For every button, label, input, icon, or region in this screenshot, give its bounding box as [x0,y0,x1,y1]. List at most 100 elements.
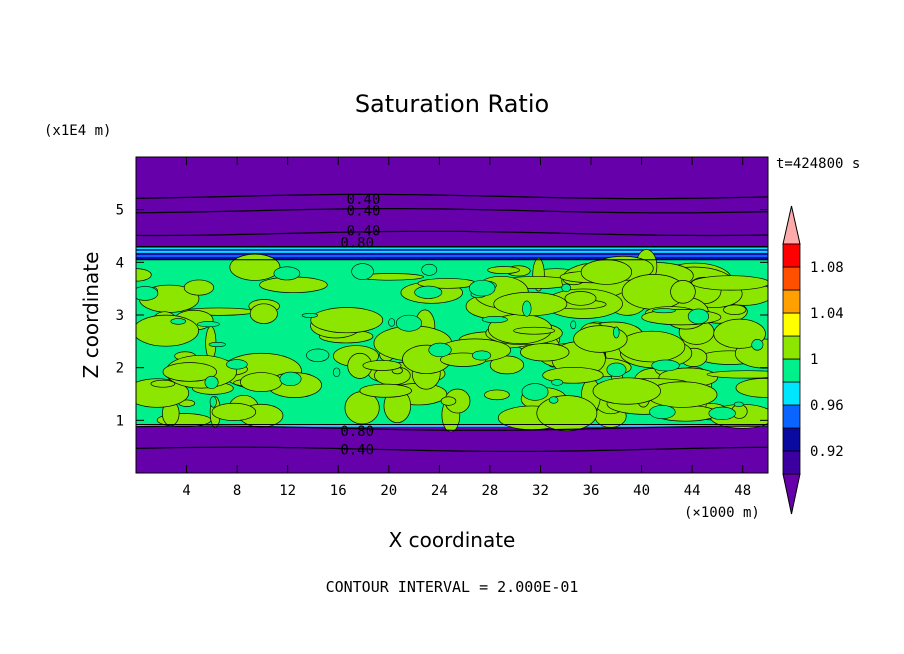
region-patch [670,280,696,304]
region-band [136,250,768,253]
region-patch [414,285,443,299]
region-patch [136,314,199,347]
colorbar-arrow-high [782,205,801,245]
region-patch [706,370,768,379]
colorbar-segment [782,243,801,268]
region-patch [211,402,257,421]
region-patch [613,326,620,339]
region-patch [310,307,384,334]
region-patch [652,308,676,314]
region-patch [388,318,396,327]
contour-line [136,446,768,452]
region-patch [481,315,508,324]
region-patch [440,396,457,406]
region-patch [306,348,330,362]
colorbar-tick-label: 1.04 [810,306,844,322]
region-patch [226,359,248,370]
contour-line [136,193,768,200]
region-patch [580,259,633,285]
x-axis-label: X coordinate [389,528,516,552]
y-unit-label: (x1E4 m) [44,123,111,139]
colorbar-tick-label: 1.08 [810,260,844,276]
region-patch [301,313,319,318]
region-patch [691,275,768,291]
region-patch [136,378,190,408]
region-patch [204,375,219,389]
region-patch [162,362,217,382]
contour-label: 0.40 [347,192,381,208]
region-patch [536,395,598,432]
region-patch [395,314,423,332]
colorbar-tick-label: 1 [810,352,818,368]
colorbar-segment [782,358,801,383]
region-patch [170,318,187,325]
x-tick-label: 28 [481,483,498,499]
region-patch [332,367,341,378]
region-patch [136,286,159,301]
y-tick-label: 5 [116,203,124,219]
contour-label: 0.40 [340,442,374,458]
region-patch [606,362,627,377]
contour-label: 0.40 [347,224,381,240]
region-patch [708,406,736,421]
colorbar-arrow-low [782,473,801,515]
region-patch [592,377,661,405]
region-patch [618,330,686,363]
colorbar-segment [782,312,801,337]
x-unit-label: (×1000 m) [684,505,760,521]
y-axis-label: Z coordinate [79,252,103,379]
region-patch [522,300,532,317]
region-patch [150,379,176,388]
x-tick-label: 8 [233,483,241,499]
region-patch [651,359,680,372]
x-tick-label: 20 [380,483,397,499]
region-patch [468,279,496,297]
region-patch [229,253,281,281]
x-tick-label: 12 [279,483,296,499]
contour-line [136,425,768,431]
colorbar-segment [782,335,801,360]
contour-label: 0.80 [340,424,374,440]
region-patch [484,389,510,401]
region-patch [273,266,301,281]
y-tick-label: 2 [116,361,124,377]
region-patch [564,291,597,306]
region-patch [513,326,556,335]
region-patch [735,378,768,398]
y-tick-label: 3 [116,308,124,324]
region-patch [421,263,438,276]
chart-title: Saturation Ratio [355,90,549,118]
region-patch [209,396,217,408]
region-band [136,254,768,258]
region-patch [733,401,744,408]
region-patch [239,372,283,392]
region-patch [687,308,710,325]
region-patch [208,342,226,347]
x-tick-label: 44 [684,483,701,499]
x-tick-label: 48 [734,483,751,499]
region-patch [649,405,676,419]
region-patch [570,320,577,330]
region-patch [183,279,215,296]
contour-line [136,230,768,237]
y-tick-label: 4 [116,255,124,271]
region-patch [548,396,559,404]
colorbar-segment [782,450,801,475]
region-patch [351,263,374,280]
region-patch [249,303,278,324]
region-patch [521,383,549,401]
region-patch [362,360,402,371]
region-patch [751,339,764,351]
x-tick-label: 32 [532,483,549,499]
region-patch [520,342,570,362]
contour-line [136,208,768,214]
x-tick-label: 36 [583,483,600,499]
colorbar-segment [782,381,801,406]
colorbar: 0.92 0.96 1 1.04 1.08 [782,205,844,515]
contour-label: 0.40 [347,204,381,220]
region-patch [713,318,766,349]
region-patch [359,383,412,398]
region-layer [136,157,768,247]
colorbar-segment [782,289,801,314]
